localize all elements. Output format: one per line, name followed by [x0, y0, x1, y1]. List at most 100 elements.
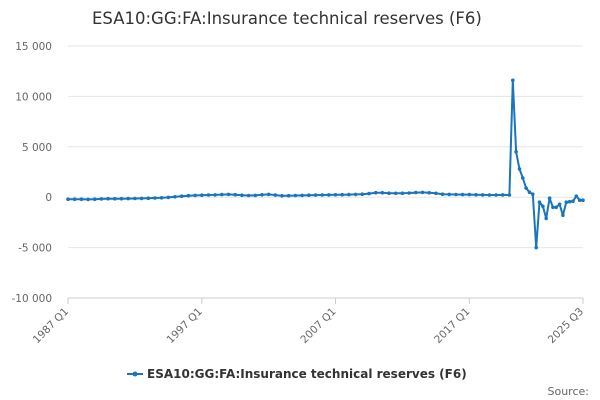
data-point[interactable] — [531, 192, 535, 196]
data-point[interactable] — [440, 192, 445, 196]
data-point[interactable] — [380, 191, 385, 195]
data-point[interactable] — [514, 150, 518, 154]
data-point[interactable] — [313, 193, 318, 197]
legend-label: ESA10:GG:FA:Insurance technical reserves… — [147, 367, 467, 381]
data-point[interactable] — [266, 192, 271, 197]
data-point[interactable] — [179, 194, 184, 198]
data-point[interactable] — [126, 196, 130, 201]
data-point[interactable] — [527, 190, 532, 194]
data-point[interactable] — [347, 192, 351, 197]
data-point[interactable] — [537, 200, 542, 204]
y-tick-label: 0 — [45, 192, 52, 204]
data-point[interactable] — [387, 191, 391, 195]
chart-title: ESA10:GG:FA:Insurance technical reserves… — [92, 9, 482, 28]
data-point[interactable] — [480, 193, 485, 197]
data-point[interactable] — [260, 193, 264, 197]
data-point[interactable] — [521, 176, 525, 180]
data-point[interactable] — [551, 205, 555, 210]
data-point[interactable] — [494, 193, 498, 197]
data-point[interactable] — [534, 245, 538, 250]
data-point[interactable] — [193, 193, 197, 198]
y-tick-label: -10 000 — [11, 293, 52, 305]
gridlines — [68, 45, 583, 299]
data-point[interactable] — [360, 192, 365, 196]
data-point[interactable] — [173, 195, 177, 199]
data-point[interactable] — [541, 204, 545, 209]
data-point[interactable] — [414, 190, 418, 195]
data-point[interactable] — [547, 196, 552, 200]
data-point[interactable] — [454, 192, 458, 197]
data-point[interactable] — [119, 196, 124, 201]
data-point[interactable] — [153, 196, 157, 200]
data-point[interactable] — [72, 197, 77, 201]
data-point[interactable] — [507, 193, 512, 197]
data-point[interactable] — [581, 198, 585, 202]
data-point[interactable] — [246, 193, 251, 198]
data-point[interactable] — [517, 167, 522, 171]
data-point[interactable] — [66, 197, 70, 201]
data-point[interactable] — [300, 193, 304, 198]
data-point[interactable] — [511, 78, 515, 83]
data-point[interactable] — [233, 192, 237, 197]
data-point[interactable] — [557, 202, 562, 207]
data-point[interactable] — [146, 196, 151, 200]
data-point[interactable] — [564, 200, 569, 204]
data-point[interactable] — [113, 197, 117, 201]
data-point[interactable] — [159, 196, 164, 200]
plot-area — [66, 78, 585, 250]
data-point[interactable] — [427, 191, 432, 195]
data-point[interactable] — [577, 198, 582, 202]
data-point[interactable] — [99, 197, 104, 201]
data-point[interactable] — [500, 193, 505, 197]
data-point[interactable] — [226, 192, 231, 197]
data-point[interactable] — [393, 191, 398, 196]
data-point[interactable] — [420, 190, 425, 195]
legend[interactable]: ESA10:GG:FA:Insurance technical reserves… — [127, 367, 467, 381]
data-point[interactable] — [86, 197, 90, 202]
data-point[interactable] — [524, 186, 528, 190]
data-point[interactable] — [186, 193, 191, 198]
data-point[interactable] — [280, 194, 284, 198]
data-point[interactable] — [293, 193, 298, 198]
data-point[interactable] — [253, 193, 258, 198]
data-point[interactable] — [200, 193, 204, 197]
data-point[interactable] — [166, 195, 171, 200]
data-point[interactable] — [327, 193, 331, 197]
data-point[interactable] — [213, 193, 217, 197]
data-point[interactable] — [571, 199, 575, 203]
data-point[interactable] — [220, 192, 224, 197]
data-point[interactable] — [79, 197, 84, 201]
legend-marker-icon — [132, 371, 138, 377]
data-point[interactable] — [106, 196, 110, 201]
data-point[interactable] — [353, 192, 358, 197]
data-point[interactable] — [554, 205, 558, 210]
data-point[interactable] — [273, 193, 278, 197]
data-point[interactable] — [400, 191, 405, 195]
data-point[interactable] — [320, 193, 325, 197]
data-point[interactable] — [567, 199, 572, 204]
data-point[interactable] — [139, 196, 144, 201]
data-point[interactable] — [240, 193, 244, 197]
data-point[interactable] — [544, 216, 548, 221]
data-point[interactable] — [307, 193, 311, 197]
data-point[interactable] — [286, 193, 291, 198]
data-point[interactable] — [206, 193, 211, 197]
data-point[interactable] — [574, 194, 579, 198]
data-point[interactable] — [474, 193, 478, 197]
data-point[interactable] — [460, 192, 465, 197]
data-point[interactable] — [407, 191, 411, 195]
data-point[interactable] — [447, 192, 452, 197]
y-tick-label: 15 000 — [15, 41, 52, 53]
data-point[interactable] — [467, 192, 472, 197]
data-point[interactable] — [333, 193, 338, 197]
data-point[interactable] — [93, 197, 97, 201]
data-point[interactable] — [487, 193, 492, 197]
data-point[interactable] — [373, 190, 378, 195]
data-point[interactable] — [561, 213, 565, 218]
data-point[interactable] — [340, 192, 345, 197]
data-point[interactable] — [133, 196, 137, 201]
data-point[interactable] — [434, 191, 438, 196]
data-point[interactable] — [367, 191, 371, 196]
x-tick-label: 1997 Q1 — [165, 306, 205, 346]
